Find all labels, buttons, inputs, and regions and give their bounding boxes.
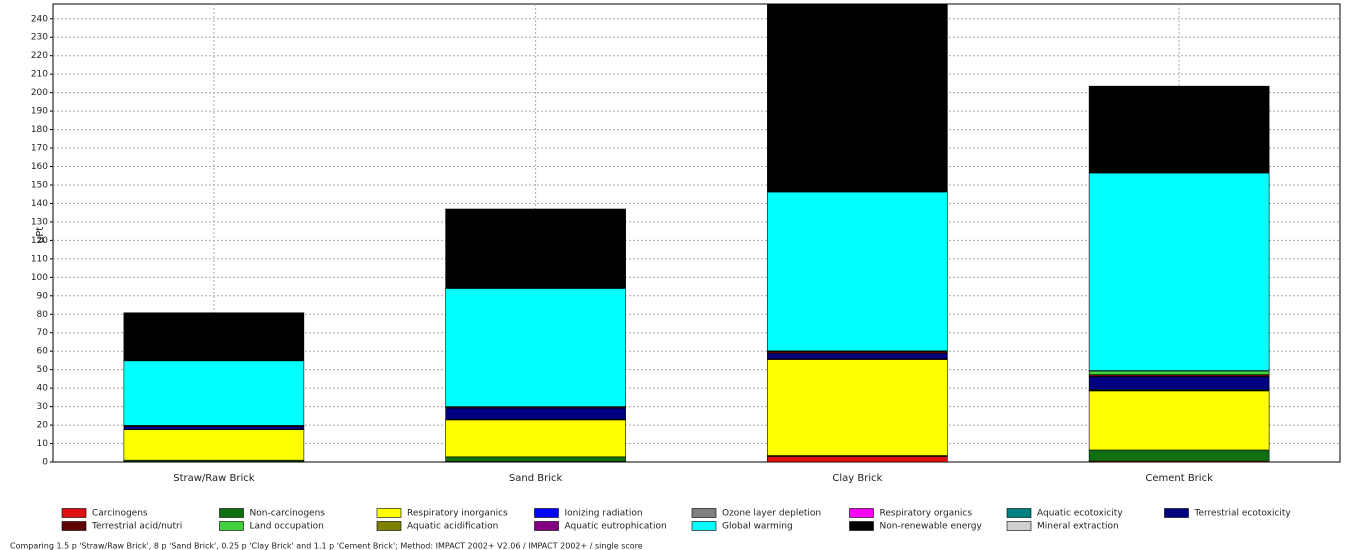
y-tick-label: 230 xyxy=(31,33,48,43)
legend-swatch xyxy=(691,508,717,518)
y-tick-label: 0 xyxy=(42,458,48,468)
legend-swatch xyxy=(691,521,717,531)
legend-swatch xyxy=(61,508,87,518)
legend-label: Non-renewable energy xyxy=(880,522,983,532)
y-tick-label: 220 xyxy=(31,51,48,61)
bar-segment xyxy=(767,191,948,352)
bar-segment xyxy=(767,456,948,462)
bar-segment xyxy=(767,4,948,193)
y-tick-label: 80 xyxy=(37,310,49,320)
legend-label: Aquatic eutrophication xyxy=(565,522,667,532)
bar-segment xyxy=(1088,370,1270,375)
legend-label: Aquatic ecotoxicity xyxy=(1037,509,1123,519)
y-axis-label: µPt xyxy=(35,227,46,243)
y-tick-label: 20 xyxy=(37,421,49,431)
bar-segment xyxy=(445,288,626,407)
y-tick-label: 30 xyxy=(37,402,49,412)
bar-segment xyxy=(445,456,626,462)
x-tick-label: Clay Brick xyxy=(832,473,882,484)
bar-segment xyxy=(123,426,305,430)
legend-label: Respiratory inorganics xyxy=(407,509,508,519)
bar-segment xyxy=(123,429,305,461)
bar-segment xyxy=(123,312,305,362)
bar-segment xyxy=(1088,449,1270,462)
y-tick-label: 120 xyxy=(31,236,48,246)
legend-swatch xyxy=(534,508,559,518)
legend-label: Carcinogens xyxy=(92,509,148,519)
bar-segment xyxy=(767,352,948,360)
legend-swatch xyxy=(1006,508,1032,518)
y-tick-label: 70 xyxy=(37,328,49,338)
legend-swatch xyxy=(1164,508,1189,518)
legend-swatch xyxy=(376,508,402,518)
y-tick-label: 60 xyxy=(37,347,49,357)
bar-segment xyxy=(445,407,626,420)
y-tick-label: 240 xyxy=(31,14,48,24)
y-tick-label: 10 xyxy=(37,439,49,449)
legend-swatch xyxy=(534,521,559,531)
legend-label: Non-carcinogens xyxy=(250,509,326,519)
legend-label: Ionizing radiation xyxy=(565,509,643,519)
y-tick-label: 90 xyxy=(37,291,49,301)
legend-swatch xyxy=(219,508,244,518)
y-tick-label: 100 xyxy=(31,273,48,283)
bar-segment xyxy=(445,208,626,289)
bar-segment xyxy=(1088,172,1270,371)
y-tick-label: 40 xyxy=(37,384,49,394)
y-tick-label: 180 xyxy=(31,125,48,135)
legend-swatch xyxy=(849,521,874,531)
y-tick-label: 200 xyxy=(31,88,48,98)
x-tick-label: Cement Brick xyxy=(1145,473,1213,484)
bars xyxy=(123,4,1270,462)
bar-segment xyxy=(767,359,948,456)
y-tick-label: 110 xyxy=(31,254,48,264)
y-tick-label: 210 xyxy=(31,70,48,80)
y-tick-label: 130 xyxy=(31,217,48,227)
bar-segment xyxy=(1088,376,1270,390)
legend-label: Aquatic acidification xyxy=(407,522,498,532)
x-tick-label: Sand Brick xyxy=(509,473,563,484)
footnote: Comparing 1.5 p 'Straw/Raw Brick', 8 p '… xyxy=(10,542,643,550)
legend-label: Global warming xyxy=(722,522,793,532)
legend-label: Respiratory organics xyxy=(880,509,973,519)
legend-swatch xyxy=(219,521,244,531)
legend-label: Mineral extraction xyxy=(1037,522,1119,532)
y-tick-label: 170 xyxy=(31,144,48,154)
legend-swatch xyxy=(376,521,402,531)
legend-label: Land occupation xyxy=(250,522,324,532)
legend-label: Ozone layer depletion xyxy=(722,509,821,519)
legend-swatch xyxy=(61,521,87,531)
bar-segment xyxy=(1088,85,1270,174)
y-tick-label: 190 xyxy=(31,107,48,117)
y-tick-label: 140 xyxy=(31,199,48,209)
bar-segment xyxy=(1088,390,1270,451)
y-tick-label: 150 xyxy=(31,180,48,190)
legend-label: Terrestrial ecotoxicity xyxy=(1194,509,1292,519)
legend-swatch xyxy=(849,508,874,518)
y-tick-label: 160 xyxy=(31,162,48,172)
legend-swatch xyxy=(1006,521,1032,531)
legend-label: Terrestrial acid/nutri xyxy=(91,522,182,532)
bar-segment xyxy=(123,360,305,426)
bar-segment xyxy=(445,419,626,458)
x-tick-label: Straw/Raw Brick xyxy=(173,473,255,484)
y-tick-label: 50 xyxy=(37,365,49,375)
